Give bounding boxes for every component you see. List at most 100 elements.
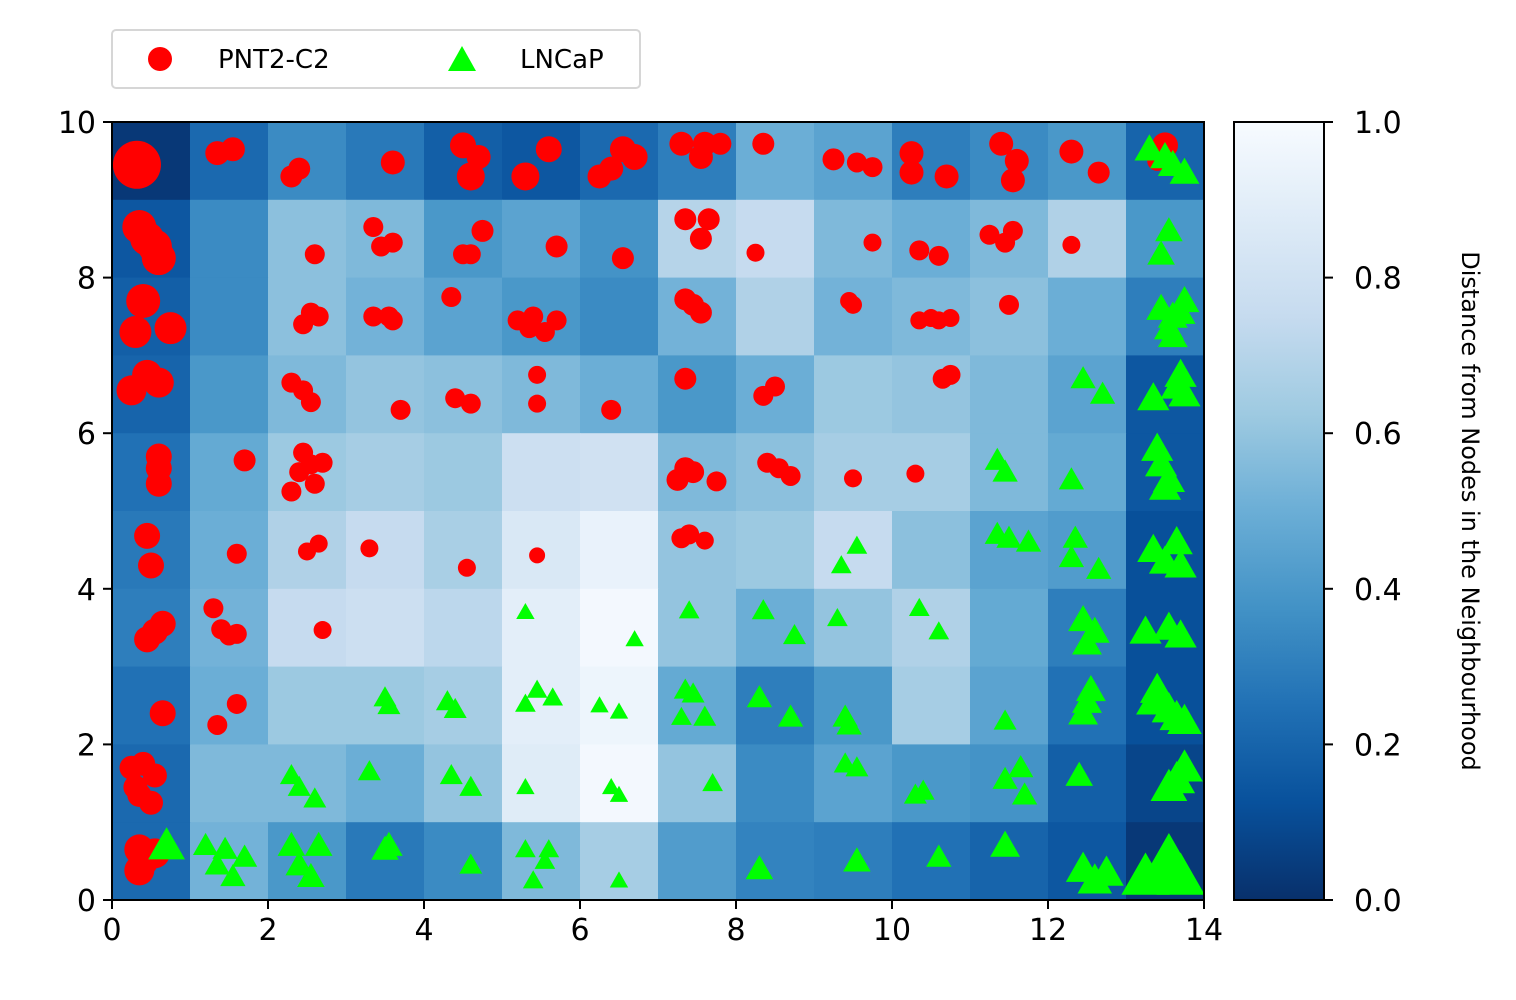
x-tick-label: 2	[258, 913, 277, 948]
y-tick-label: 8	[77, 262, 96, 297]
pnt2-c2-point	[899, 160, 924, 185]
pnt2-c2-point	[844, 295, 862, 314]
lncap-point	[1015, 529, 1042, 552]
lncap-point	[1129, 615, 1162, 644]
lncap-point	[590, 696, 609, 713]
lncap-point	[926, 844, 952, 867]
lncap-point	[542, 687, 564, 706]
lncap-point	[1139, 672, 1175, 703]
colorbar-tick-label: 0.4	[1354, 573, 1402, 608]
heatmap-cell	[424, 744, 503, 823]
pnt2-c2-point	[546, 310, 567, 331]
pnt2-c2-point	[844, 469, 862, 488]
pnt2-c2-point	[304, 244, 325, 265]
pnt2-c2-point	[979, 224, 1000, 245]
pnt2-c2-point	[941, 309, 960, 328]
pnt2-c2-point	[145, 470, 172, 497]
y-tick-label: 6	[77, 417, 96, 452]
lncap-point	[1168, 378, 1201, 407]
lncap-point	[908, 597, 930, 617]
pnt2-c2-point	[445, 388, 466, 409]
pnt2-c2-point	[288, 157, 311, 180]
pnt2-c2-point	[382, 310, 403, 331]
heatmap-cell	[346, 744, 425, 823]
heatmap-cell	[892, 355, 971, 434]
lncap-point	[1155, 217, 1183, 242]
pnt2-c2-point	[154, 312, 187, 345]
lncap-point	[534, 850, 556, 869]
lncap-point	[1011, 782, 1038, 805]
pnt2-c2-point	[220, 137, 245, 162]
lncap-point	[1152, 463, 1185, 492]
heatmap-cell	[736, 277, 815, 356]
lncap-point	[526, 679, 548, 698]
lncap-point	[1160, 526, 1193, 555]
heatmap-cell	[112, 666, 191, 745]
pnt2-c2-point	[456, 162, 485, 191]
heatmap-cell	[580, 277, 659, 356]
lncap-point	[1089, 855, 1124, 886]
lncap-point	[192, 832, 219, 856]
legend-label: PNT2-C2	[218, 45, 330, 75]
heatmap-cell	[736, 822, 815, 901]
lncap-point	[538, 839, 560, 858]
heatmap-cell	[346, 511, 425, 590]
heatmap-cell	[736, 199, 815, 279]
pnt2-c2-point	[899, 141, 924, 166]
heatmap-cell	[268, 588, 347, 668]
lncap-point	[602, 777, 621, 795]
heatmap-cell	[424, 588, 503, 668]
lncap-point	[439, 764, 463, 785]
lncap-point	[220, 864, 246, 887]
heatmap-cell	[190, 277, 269, 356]
lncap-point	[1156, 852, 1205, 895]
x-tick-label: 8	[726, 913, 745, 948]
lncap-point	[459, 853, 483, 874]
lncap-point	[516, 777, 535, 795]
lncap-point	[993, 709, 1017, 730]
lncap-point	[1164, 358, 1197, 387]
y-tick-label: 0	[77, 884, 96, 919]
pnt2-c2-point	[511, 162, 540, 191]
heatmap-cell	[814, 744, 893, 823]
lncap-point	[287, 775, 311, 796]
pnt2-c2-point	[822, 148, 845, 171]
heatmap-cell	[814, 277, 893, 356]
lncap-point	[297, 862, 325, 888]
lncap-point	[911, 779, 935, 800]
heatmap-cell	[346, 355, 425, 434]
y-tick-label: 2	[77, 728, 96, 763]
heatmap-cell	[580, 744, 659, 823]
pnt2-c2-point	[928, 245, 949, 266]
heatmap-cell	[580, 433, 659, 512]
pnt2-c2-point	[312, 452, 333, 473]
x-tick-label: 10	[873, 913, 911, 948]
lncap-point	[285, 851, 313, 876]
lncap-point	[1089, 381, 1116, 404]
heatmap-cell	[736, 588, 815, 668]
lncap-point	[609, 702, 629, 719]
colorbar-tick-label: 0.6	[1354, 417, 1402, 452]
lncap-point	[148, 827, 185, 860]
lncap-point	[1058, 545, 1085, 568]
heatmap-cell	[1048, 355, 1127, 434]
pnt2-c2-point	[304, 473, 325, 494]
lncap-point	[377, 694, 401, 715]
lncap-point	[1086, 556, 1112, 579]
x-tick-label: 0	[102, 913, 121, 948]
pnt2-c2-point	[1062, 235, 1081, 254]
heatmap-cell	[736, 744, 815, 823]
heatmap-cell	[502, 433, 581, 512]
x-tick-label: 4	[414, 913, 433, 948]
lncap-point	[609, 785, 629, 802]
pnt2-c2-point	[674, 208, 697, 231]
lncap-point	[516, 602, 535, 620]
heatmap-cell	[580, 355, 659, 434]
heatmap-cell	[502, 588, 581, 668]
lncap-point	[1062, 525, 1088, 548]
pnt2-c2-point	[203, 598, 224, 619]
lncap-point	[231, 844, 258, 867]
lncap-point	[751, 599, 775, 620]
lncap-point	[777, 704, 804, 727]
lncap-point	[1141, 432, 1174, 461]
